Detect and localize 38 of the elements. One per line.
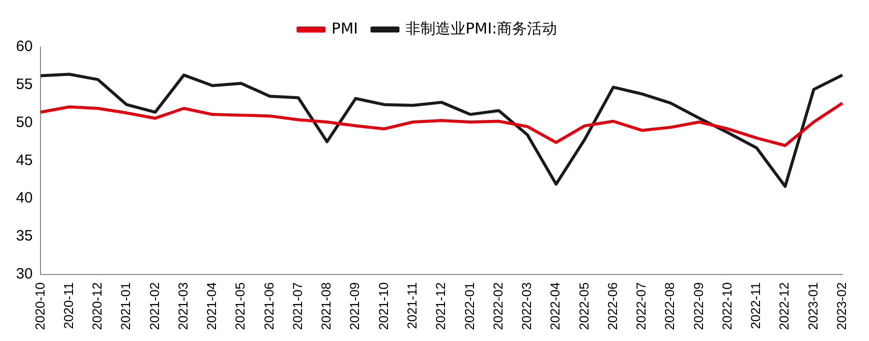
x-tick-label: 2022-03 [519,282,534,330]
x-tick-label: 2022-04 [548,282,563,330]
y-tick-label: 35 [16,228,33,245]
x-tick-label: 2021-03 [175,282,190,330]
x-tick-label: 2022-02 [490,282,506,330]
x-tick-label: 2021-12 [433,282,448,330]
x-tick-label: 2021-01 [118,282,134,330]
x-tick-label: 2022-11 [748,282,764,330]
legend-label: 非制造业PMI:商务活动 [405,19,557,38]
y-tick-label: 40 [16,190,33,207]
y-tick-label: 45 [16,152,33,169]
y-tick-label: 60 [16,38,33,56]
x-tick-label: 2021-05 [232,282,248,330]
x-tick-label: 2021-04 [204,282,220,330]
x-tick-label: 2021-08 [318,282,334,330]
x-tick-label: 2022-01 [462,282,477,330]
legend-label: PMI [332,19,358,38]
x-tick-label: 2022-09 [690,282,706,330]
x-tick-label: 2022-05 [576,282,592,330]
x-tick-label: 2022-12 [776,282,792,330]
x-tick-label: 2021-11 [404,282,420,330]
x-tick-label: 2023-02 [834,282,849,330]
y-tick-label: 55 [16,76,33,94]
x-tick-label: 2022-08 [662,282,678,330]
x-tick-label: 2022-06 [604,282,620,330]
x-tick-label: 2021-02 [146,282,162,330]
x-tick-label: 2021-09 [347,282,362,330]
x-tick-label: 2022-07 [634,282,649,330]
y-tick-label: 30 [16,265,33,282]
x-tick-label: 2023-01 [805,282,820,330]
x-tick-label: 2021-10 [376,282,391,330]
x-tick-label: 2020-12 [90,282,105,330]
x-tick-label: 2021-07 [290,282,305,330]
x-tick-label: 2022-10 [719,282,734,330]
x-tick-label: 2020-11 [60,282,76,330]
y-tick-label: 50 [16,114,33,131]
x-tick-label: 2020-10 [32,282,48,330]
x-tick-label: 2021-06 [261,282,276,330]
